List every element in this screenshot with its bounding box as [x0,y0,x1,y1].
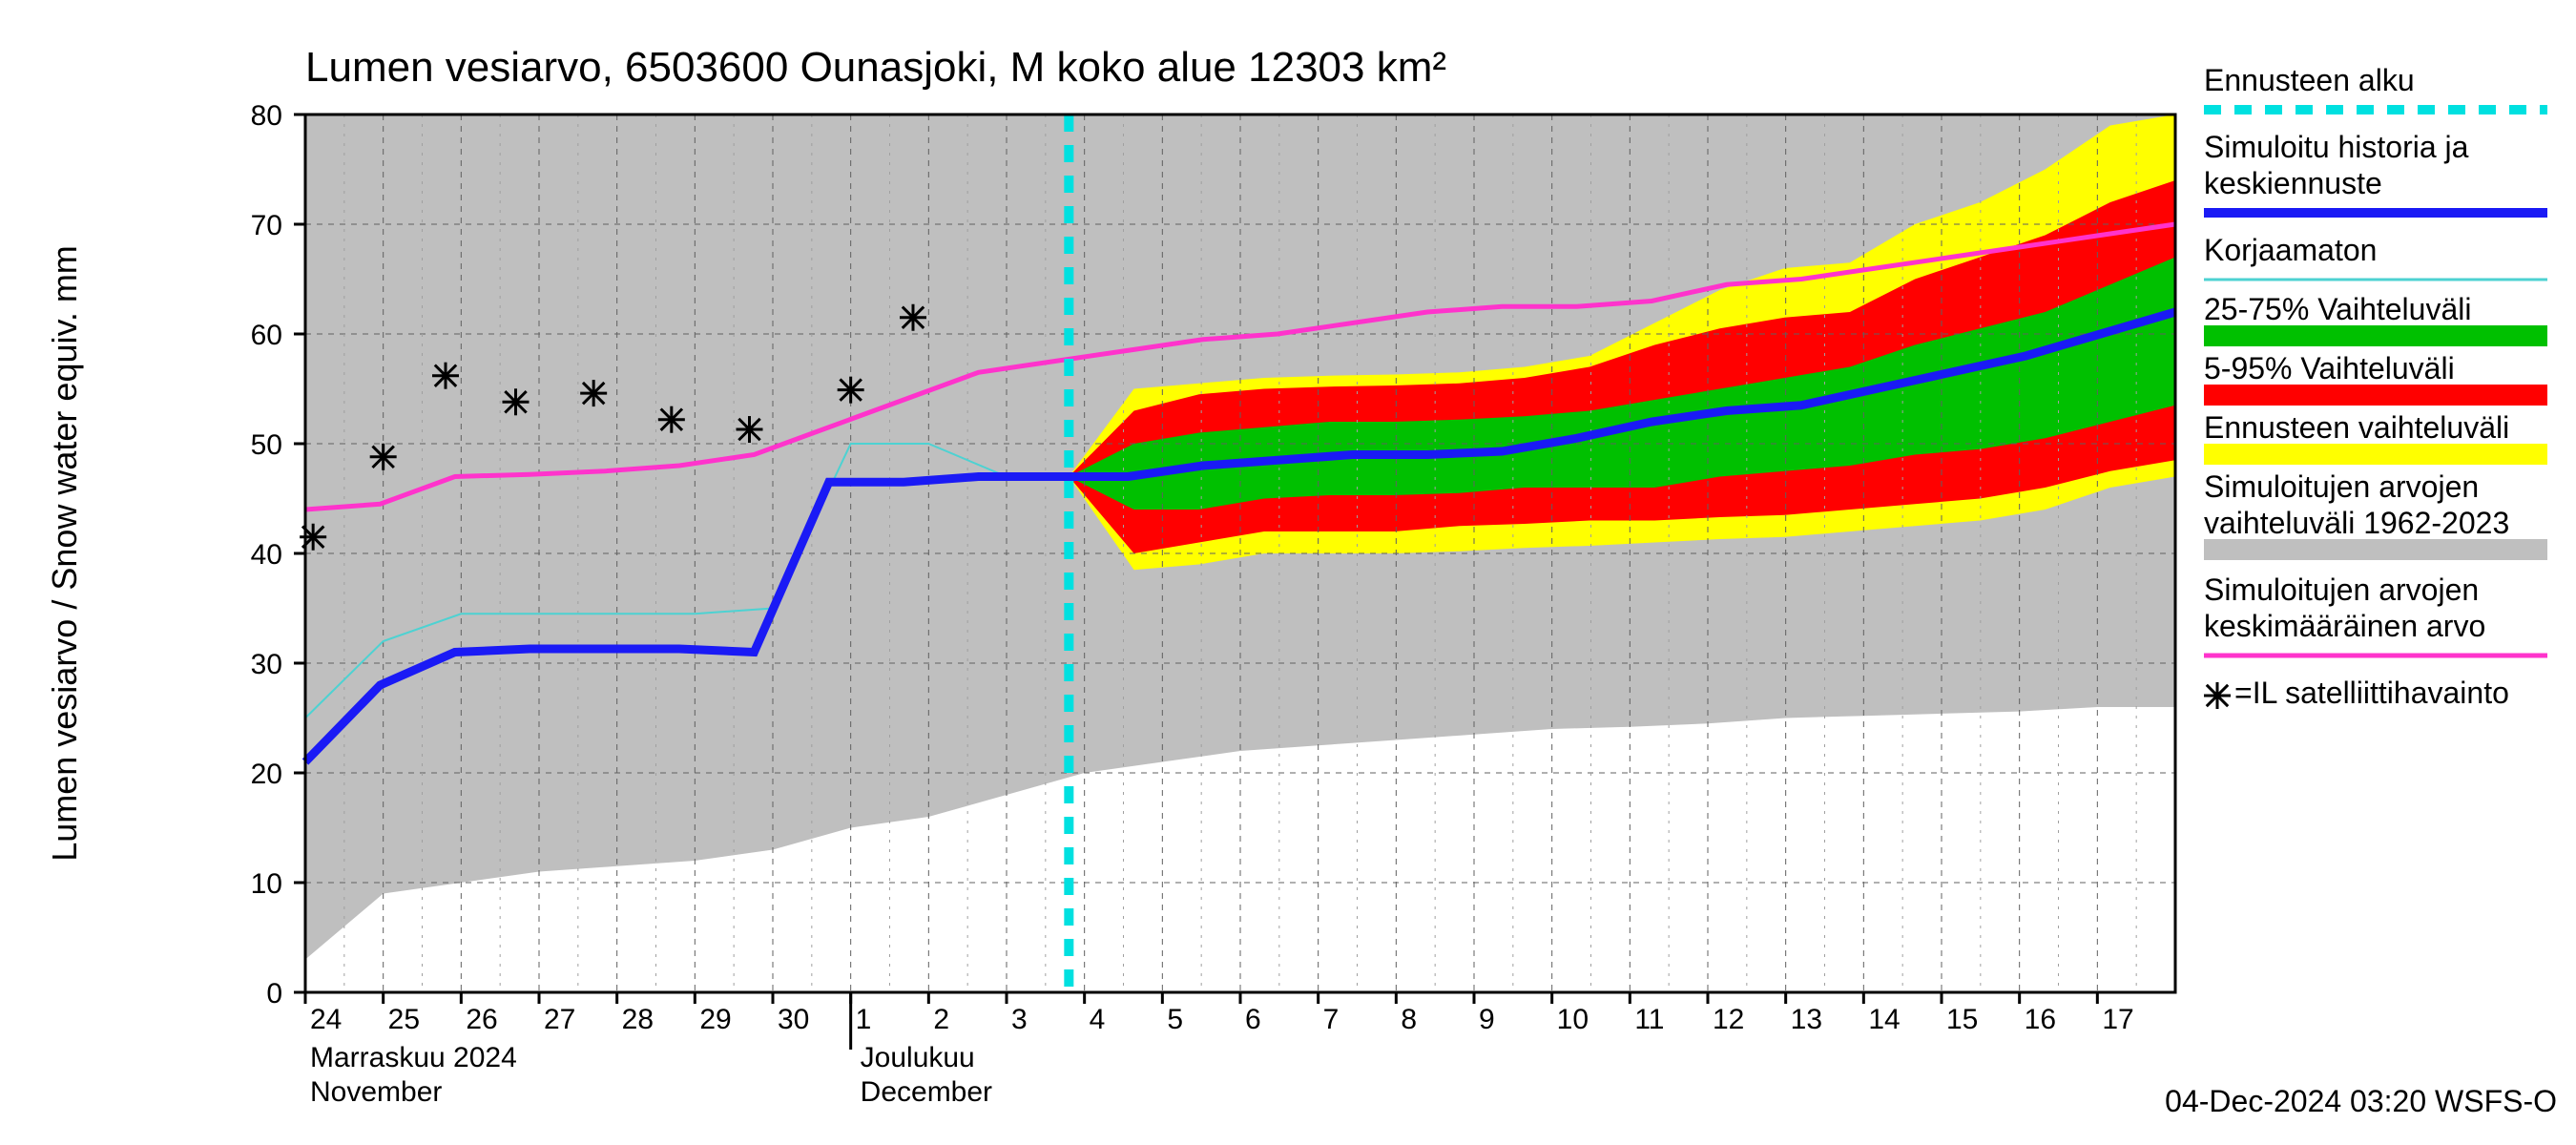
legend: Ennusteen alkuSimuloitu historia jakeski… [2204,63,2547,710]
satellite-point [900,304,926,331]
x-tick-label: 29 [699,1004,731,1035]
satellite-point [432,363,459,389]
x-tick-label: 14 [1868,1004,1900,1035]
satellite-point [580,380,607,406]
satellite-point [737,416,763,443]
y-axis-title: Lumen vesiarvo / Snow water equiv. mm [45,245,84,862]
legend-label: Ennusteen vaihteluväli [2204,410,2509,445]
legend-label: Simuloitujen arvojen [2204,572,2479,607]
x-tick-label: 11 [1634,1004,1664,1035]
x-tick-label: 2 [933,1004,949,1035]
x-tick-label: 27 [544,1004,575,1035]
legend-label: keskimääräinen arvo [2204,609,2485,643]
x-tick-label: 13 [1791,1004,1822,1035]
y-tick-label: 50 [251,429,282,461]
legend-asterisk-icon [2204,682,2231,709]
month2-en: December [861,1076,992,1108]
x-tick-label: 25 [388,1004,420,1035]
y-tick-label: 30 [251,649,282,680]
legend-label: Simuloitu historia ja [2204,130,2469,164]
x-tick-label: 3 [1011,1004,1028,1035]
y-tick-label: 0 [266,978,282,1010]
x-tick-label: 7 [1323,1004,1340,1035]
y-tick-label: 10 [251,868,282,900]
satellite-point [838,377,864,404]
month1-en: November [310,1076,442,1108]
footer-timestamp: 04-Dec-2024 03:20 WSFS-O [2165,1084,2557,1118]
chart-title: Lumen vesiarvo, 6503600 Ounasjoki, M kok… [305,44,1446,91]
legend-label: vaihteluväli 1962-2023 [2204,506,2509,540]
x-tick-label: 6 [1245,1004,1261,1035]
legend-label: =IL satelliittihavainto [2234,676,2509,710]
y-tick-label: 40 [251,539,282,571]
legend-label: Simuloitujen arvojen [2204,469,2479,504]
y-tick-label: 20 [251,759,282,790]
x-tick-label: 28 [622,1004,654,1035]
x-tick-label: 26 [466,1004,497,1035]
legend-label: 25-75% Vaihteluväli [2204,292,2471,326]
month2-fi: Joulukuu [861,1042,975,1073]
x-tick-label: 4 [1090,1004,1106,1035]
legend-label: Ennusteen alku [2204,63,2415,97]
y-tick-label: 70 [251,210,282,241]
legend-label: 5-95% Vaihteluväli [2204,351,2455,385]
x-tick-label: 10 [1557,1004,1589,1035]
satellite-point [300,524,326,551]
x-tick-label: 12 [1713,1004,1744,1035]
x-tick-label: 5 [1167,1004,1183,1035]
satellite-point [370,444,397,470]
legend-label: Korjaamaton [2204,233,2377,267]
y-tick-label: 60 [251,320,282,351]
legend-label: keskiennuste [2204,166,2382,200]
snow-water-chart: 0 10 20 30 40 50 60 70 80 Lumen vesiarvo / Snow w… [0,0,2576,1145]
satellite-point [503,388,530,415]
x-tick-label: 1 [856,1004,872,1035]
x-tick-label: 9 [1479,1004,1495,1035]
x-tick-label: 24 [310,1004,342,1035]
satellite-point [658,406,685,433]
month1-fi: Marraskuu 2024 [310,1042,517,1073]
x-tick-label: 8 [1401,1004,1417,1035]
x-tick-label: 16 [2025,1004,2056,1035]
y-tick-label: 80 [251,100,282,132]
x-tick-label: 30 [778,1004,809,1035]
x-tick-label: 15 [1946,1004,1978,1035]
x-tick-label: 17 [2102,1004,2133,1035]
